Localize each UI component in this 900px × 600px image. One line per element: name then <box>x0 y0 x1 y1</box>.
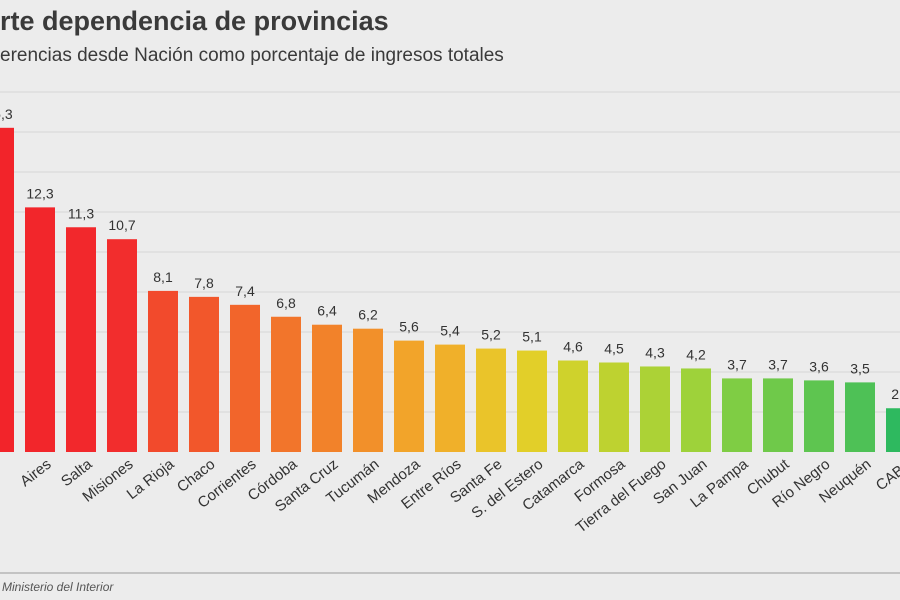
data-label: 6,4 <box>317 303 337 319</box>
bar <box>476 348 506 452</box>
bar <box>558 360 588 452</box>
data-label: 5,4 <box>440 323 460 339</box>
bar <box>435 344 465 452</box>
bar <box>353 328 383 452</box>
data-label: 4,6 <box>563 339 583 355</box>
bar <box>722 378 752 452</box>
bar <box>312 324 342 452</box>
data-label: 4,5 <box>604 341 624 357</box>
bar <box>230 304 260 452</box>
x-tick-label: CABA <box>873 456 900 495</box>
bar <box>25 207 55 452</box>
bar <box>517 350 547 452</box>
bar <box>107 239 137 452</box>
data-label: 3,7 <box>727 356 747 372</box>
bar <box>681 368 711 452</box>
bar <box>271 316 301 452</box>
bar <box>148 290 178 452</box>
source: Ministerio del Interior <box>2 580 114 594</box>
data-label: 12,3 <box>26 185 53 201</box>
bar <box>0 127 14 453</box>
data-label: 16,3 <box>0 106 13 122</box>
data-label: 4,2 <box>686 346 706 362</box>
data-label: 3,6 <box>809 358 829 374</box>
data-label: 8,1 <box>153 269 173 285</box>
data-label: 7,4 <box>235 283 255 299</box>
data-label: 3,7 <box>768 356 788 372</box>
x-tick-label: La Rioja <box>124 455 178 503</box>
data-label: 2,2 <box>891 386 900 402</box>
bar <box>804 380 834 452</box>
data-label: 11,3 <box>68 205 94 221</box>
bar <box>394 340 424 452</box>
bar <box>66 227 96 452</box>
bar <box>599 362 629 452</box>
data-label: 5,2 <box>481 327 501 343</box>
data-label: 10,7 <box>108 217 135 233</box>
data-label: 5,6 <box>399 319 419 335</box>
bar <box>763 378 793 452</box>
x-tick-label: Aires <box>17 456 54 490</box>
bar <box>886 408 900 452</box>
bar <box>845 382 875 452</box>
data-label: 3,5 <box>850 360 870 376</box>
bar <box>189 296 219 452</box>
data-label: 7,8 <box>194 275 214 291</box>
data-label: 5,1 <box>522 329 542 345</box>
bar <box>640 366 670 452</box>
chart-title: rte dependencia de provincias <box>0 6 389 36</box>
chart-subtitle: erencias desde Nación como porcentaje de… <box>0 45 504 66</box>
data-label: 4,3 <box>645 344 665 360</box>
data-label: 6,2 <box>358 307 378 323</box>
data-label: 6,8 <box>276 295 296 311</box>
